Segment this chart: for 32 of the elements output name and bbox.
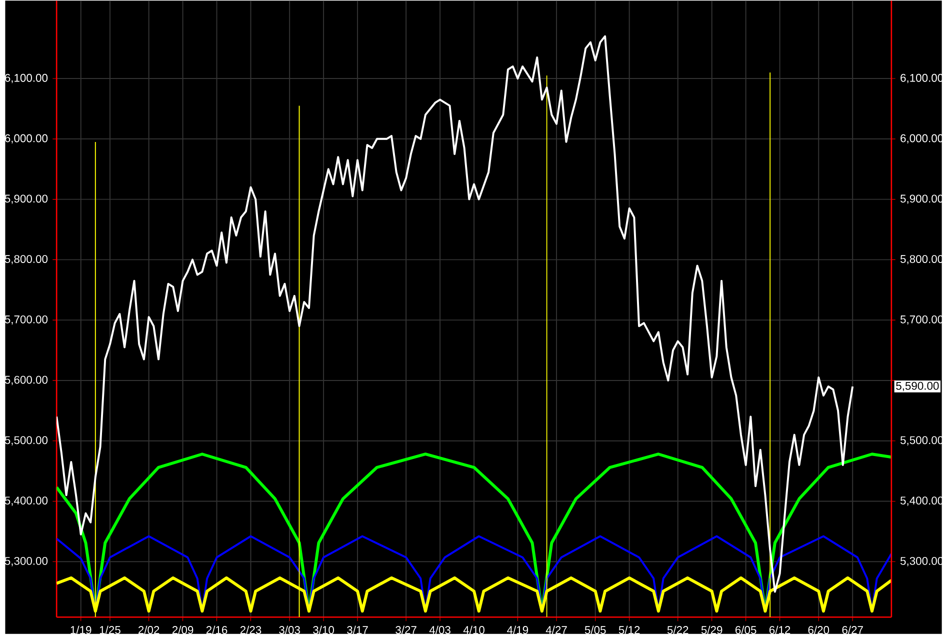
x-tick-label: 4/19 [507,626,528,634]
y-tick-label: 5,500.00 [4,436,48,446]
x-tick-label: 4/27 [546,626,567,634]
x-tick-label: 2/23 [240,626,262,634]
x-tick-label: 5/22 [667,626,688,634]
x-tick-label: 3/17 [347,626,368,634]
x-tick-label: 5/12 [618,626,640,634]
x-tick-label: 4/03 [429,626,450,634]
x-tick-label: 5/29 [701,626,722,634]
x-tick-label: 2/02 [138,626,160,634]
x-tick-label: 3/27 [396,626,416,634]
x-tick-label: 4/10 [463,626,484,634]
y-tick-label: 6,100.00 [4,74,48,83]
y-tick-label: 5,400.00 [4,496,48,506]
x-tick-label: 1/19 [70,626,92,634]
y-tick-label: 5,900.00 [4,194,48,204]
x-tick-label: 3/03 [279,626,300,634]
x-tick-label: 3/10 [313,626,334,634]
text: 5,590.00 [896,382,939,391]
x-tick-label: 6/20 [808,626,830,634]
x-tick-label: 6/05 [735,626,756,634]
y-tick-label: 5,600.00 [4,376,48,385]
x-tick-label: 1/25 [100,626,120,634]
y-tick-label: 5,800.00 [4,254,48,264]
y-tick-label: 5,300.00 [4,556,48,566]
x-tick-label: 2/16 [206,626,228,634]
x-tick-label: 2/09 [172,626,194,634]
x-tick-label: 5/05 [584,626,606,634]
x-tick-label: 6/27 [842,626,863,634]
y-tick-label: 5,700.00 [4,315,48,325]
x-tick-label: 6/12 [769,626,790,634]
y-tick-label: 6,000.00 [4,134,48,144]
